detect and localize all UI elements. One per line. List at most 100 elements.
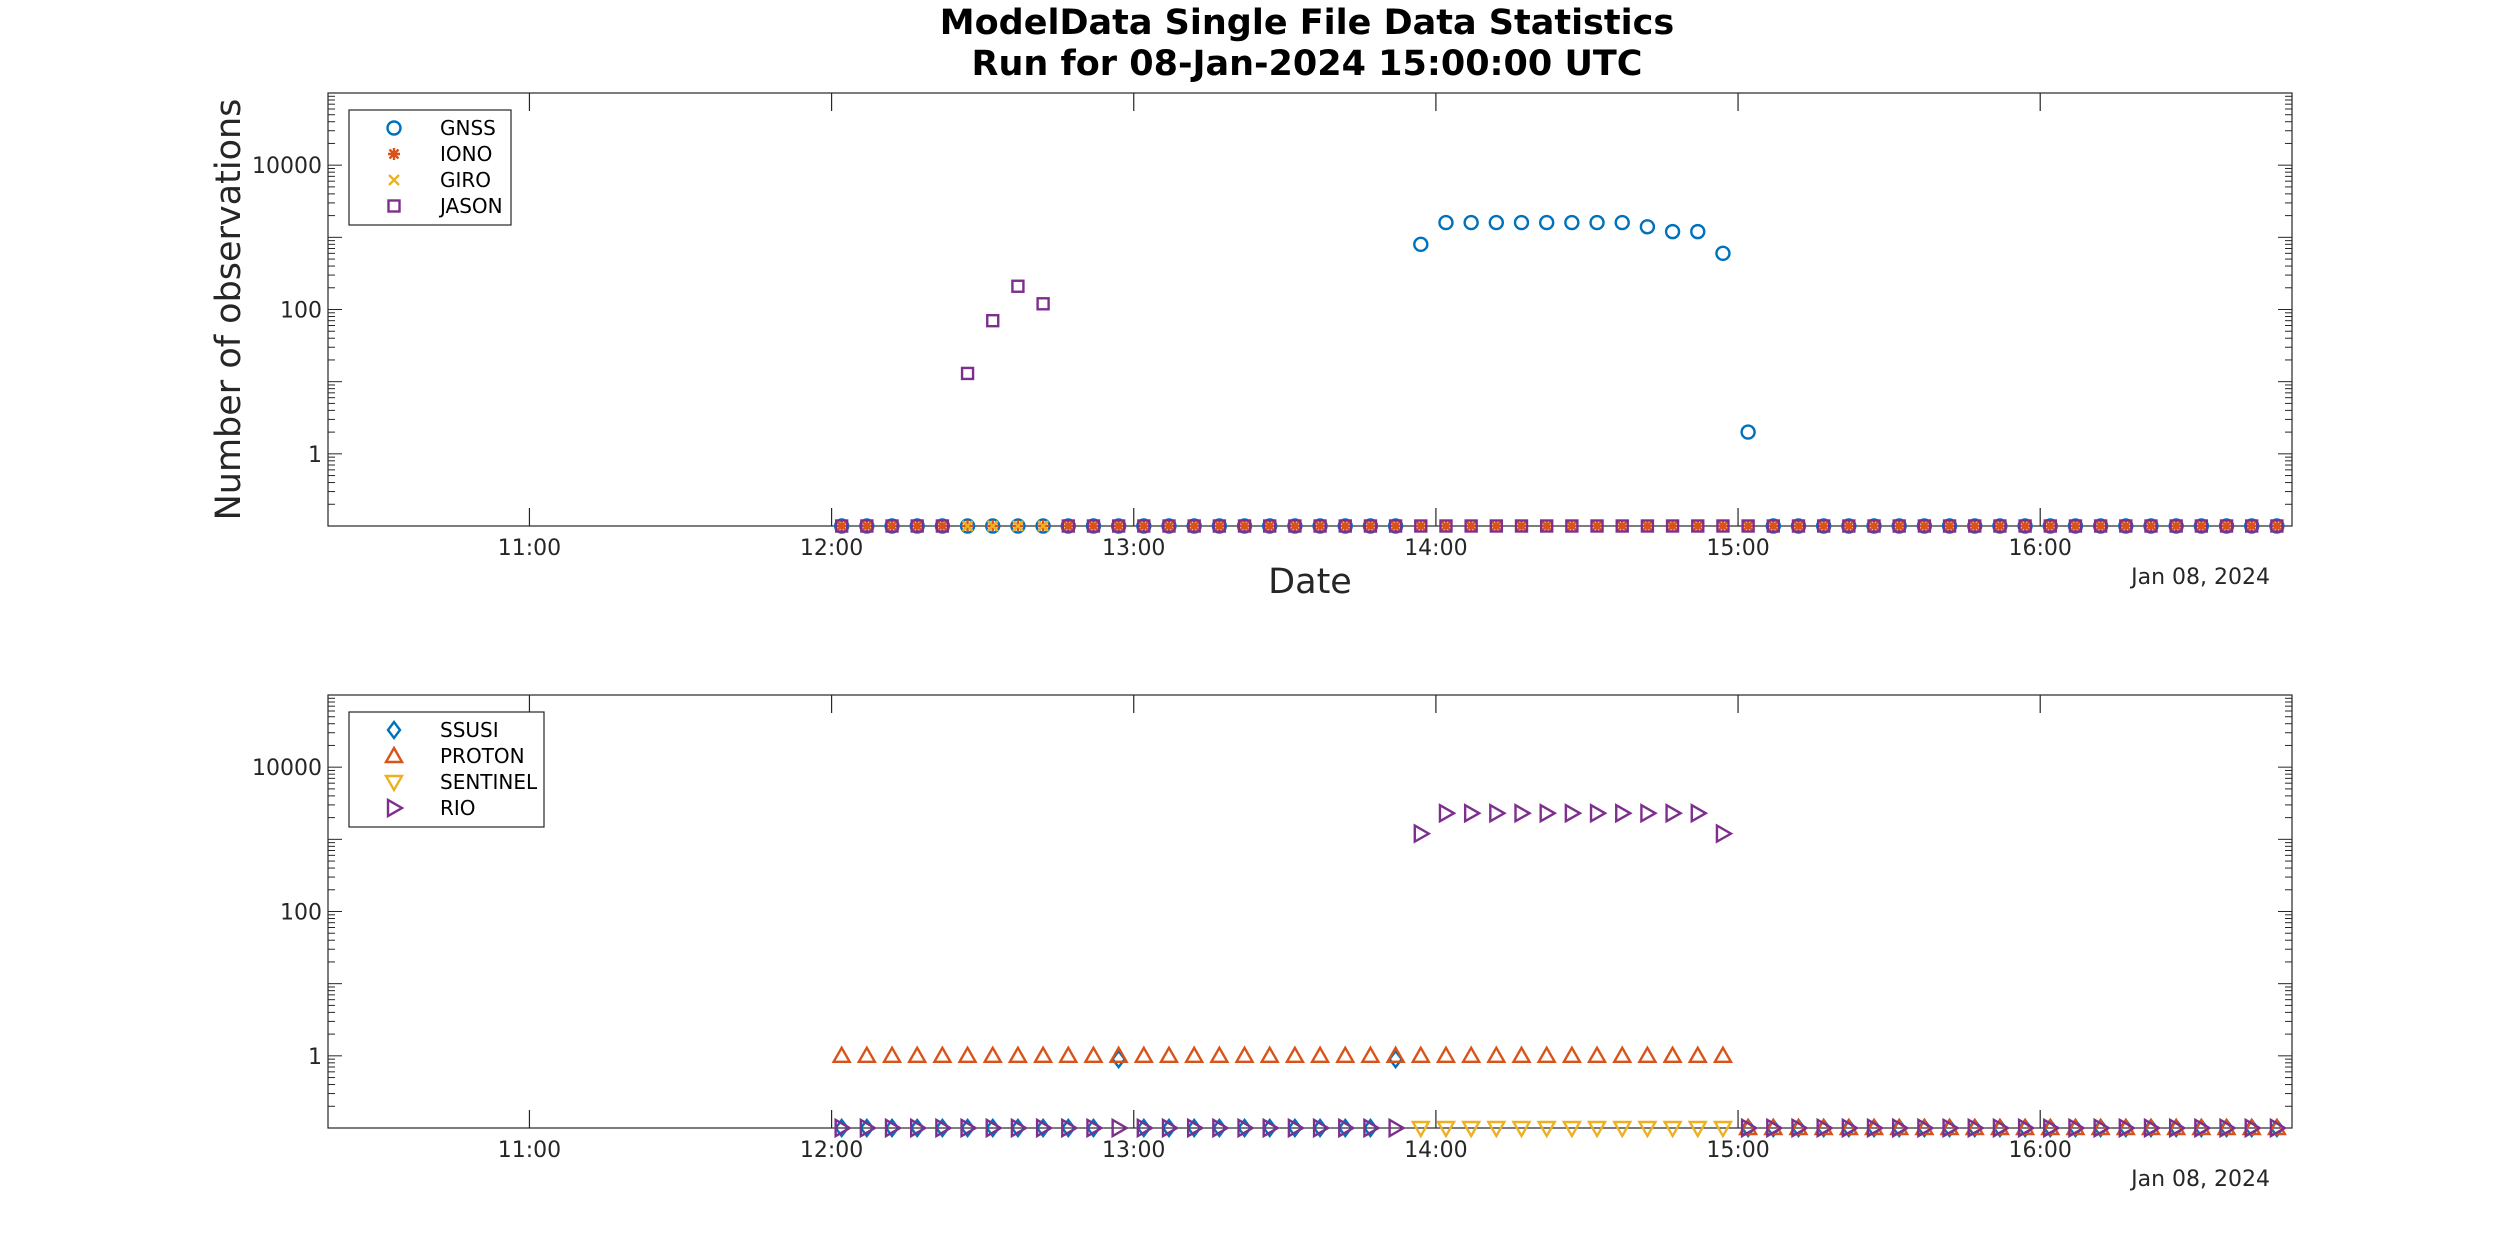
data-point	[884, 1117, 903, 1139]
data-point	[1539, 803, 1558, 824]
data-point	[1314, 520, 1327, 532]
data-point	[1662, 1120, 1683, 1139]
series-iono	[835, 520, 2283, 532]
data-point	[1284, 1045, 1305, 1064]
data-point	[1690, 223, 1706, 240]
data-point	[1691, 520, 1704, 532]
x-tick-label: 11:00	[498, 1138, 561, 1163]
data-point	[2118, 1117, 2137, 1139]
data-point	[1162, 520, 1175, 532]
data-point	[1589, 214, 1605, 231]
data-point	[1263, 519, 1277, 533]
data-point	[1486, 1120, 1507, 1139]
data-point	[1263, 520, 1276, 532]
data-point	[2270, 520, 2283, 532]
y-tick-label: 100	[280, 901, 322, 926]
data-point	[1615, 519, 1629, 533]
data-point	[1388, 519, 1403, 533]
data-point	[835, 520, 848, 532]
data-point	[859, 1117, 878, 1139]
data-point	[2170, 520, 2183, 532]
data-point	[1162, 519, 1176, 533]
data-point	[2119, 520, 2132, 532]
legend-label: SENTINEL	[440, 770, 538, 794]
data-point	[2244, 1117, 2263, 1139]
data-point	[1536, 1045, 1557, 1064]
data-point	[910, 1117, 928, 1139]
data-point	[1035, 1117, 1054, 1139]
data-point	[1161, 1117, 1180, 1139]
data-point	[2219, 519, 2234, 533]
data-point	[1035, 518, 1051, 534]
data-point	[1868, 520, 1881, 532]
data-point	[1083, 1045, 1104, 1064]
data-point	[1666, 520, 1679, 532]
data-point	[1012, 520, 1024, 532]
data-point	[1968, 520, 1981, 532]
data-point	[1561, 1120, 1582, 1139]
series-sentinel	[1410, 1120, 1734, 1139]
data-point	[885, 519, 899, 533]
data-point	[1488, 214, 1505, 231]
data-point	[1413, 823, 1432, 844]
legend-marker	[386, 720, 402, 740]
x-tick-label: 16:00	[2009, 536, 2072, 561]
data-point	[1867, 519, 1881, 533]
data-point	[2019, 520, 2032, 532]
data-point	[960, 366, 975, 381]
series-giro	[961, 520, 1049, 532]
data-point	[1461, 1045, 1482, 1064]
data-point	[1463, 803, 1482, 824]
data-point	[2194, 519, 2209, 533]
data-point	[2093, 519, 2108, 533]
data-point	[1158, 1045, 1180, 1064]
data-point	[1111, 1117, 1130, 1139]
data-point	[1664, 223, 1681, 240]
data-point	[1413, 236, 1429, 253]
data-point	[1712, 1045, 1734, 1064]
data-point	[1662, 1045, 1683, 1064]
legend-marker	[386, 120, 402, 136]
data-point	[1007, 1045, 1028, 1064]
data-point	[2168, 1117, 2187, 1139]
data-point	[985, 518, 1001, 534]
data-point	[1943, 520, 1956, 532]
data-point	[1513, 214, 1530, 231]
data-point	[1385, 1045, 1406, 1064]
data-point	[1511, 1045, 1532, 1064]
data-point	[1339, 520, 1352, 532]
data-point	[1439, 519, 1453, 533]
y-tick-label: 1	[308, 443, 322, 468]
data-point	[1184, 1045, 1205, 1064]
data-point	[2018, 519, 2032, 533]
data-point	[1037, 520, 1049, 532]
data-point	[1766, 1117, 1784, 1139]
data-point	[2220, 520, 2233, 532]
data-point	[1690, 803, 1709, 824]
data-point	[1564, 803, 1583, 824]
data-point	[910, 519, 924, 533]
date-label: Jan 08, 2024	[2129, 1167, 2270, 1192]
data-point	[1640, 803, 1658, 824]
data-point	[2068, 1117, 2086, 1139]
data-point	[1691, 519, 1705, 533]
data-point	[1062, 520, 1075, 532]
data-point	[1687, 1120, 1708, 1139]
data-point	[1586, 1045, 1608, 1064]
data-point	[1288, 519, 1302, 533]
legend-marker	[383, 774, 405, 793]
data-point	[1212, 1117, 1230, 1139]
data-point	[1212, 519, 1227, 533]
legend-box	[348, 109, 512, 226]
y-tick-label: 10000	[252, 756, 322, 781]
data-point	[957, 1045, 978, 1064]
y-tick-label: 1	[308, 1045, 322, 1070]
data-point	[2144, 520, 2157, 532]
data-point	[2269, 1117, 2288, 1139]
data-point	[2044, 520, 2057, 532]
data-point	[1716, 520, 1729, 532]
legend-marker	[383, 745, 405, 764]
data-point	[1463, 214, 1479, 231]
